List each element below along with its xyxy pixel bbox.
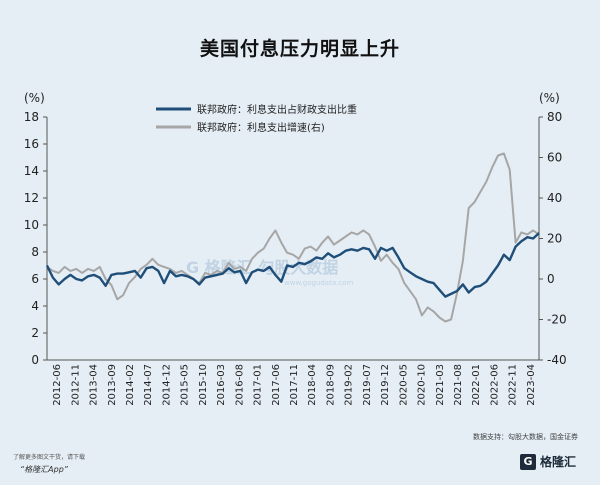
series-line-interest-share [45, 232, 540, 298]
right-axis-unit: (%) [539, 91, 560, 105]
right-tick-label: 40 [547, 191, 562, 205]
left-tick-label: 0 [31, 353, 39, 367]
x-tick-label: 2019-07 [362, 364, 373, 406]
x-tick-label: 2018-09 [325, 364, 336, 406]
watermark: G 格隆汇 勾股大数据 www.gogudata.com [186, 258, 353, 287]
x-tick-label: 2015-10 [198, 364, 209, 406]
brand-logo-icon: G [519, 453, 536, 470]
x-tick-label: 2017-06 [271, 364, 282, 406]
x-tick-label: 2019-02 [344, 364, 355, 406]
x-tick-label: 2013-04 [89, 364, 100, 406]
x-tick-label: 2014-02 [125, 364, 136, 406]
x-tick-label: 2017-11 [289, 364, 300, 406]
left-tick-label: 2 [31, 326, 39, 340]
x-tick-label: 2017-01 [253, 364, 264, 406]
left-tick-label: 12 [24, 191, 39, 205]
watermark-url: www.gogudata.com [284, 279, 353, 287]
right-tick-label: 20 [547, 232, 562, 246]
right-tick-label: 80 [547, 110, 562, 124]
source-note: 数据支持：勾股大数据，国金证券 [473, 433, 578, 441]
right-tick-label: 60 [547, 151, 562, 165]
x-tick-label: 2022-06 [489, 364, 500, 406]
x-tick-label: 2016-08 [234, 364, 245, 406]
left-axis-ticks: 0 2 4 6 8 10 12 14 16 18 [24, 110, 47, 367]
legend: 联邦政府：利息支出占财政支出比重 联邦政府：利息支出增速(右) [156, 103, 357, 134]
x-tick-label: 2019-12 [380, 364, 391, 406]
x-tick-label: 2012-11 [70, 364, 81, 406]
x-tick-label: 2020-10 [417, 364, 428, 406]
footer-app-name: “格隆汇App” [20, 465, 68, 474]
left-tick-label: 4 [31, 299, 39, 313]
left-tick-label: 16 [24, 137, 39, 151]
x-tick-label: 2021-03 [435, 364, 446, 406]
right-tick-label: -20 [547, 313, 567, 327]
x-tick-label: 2022-11 [508, 364, 519, 406]
left-tick-label: 6 [31, 272, 39, 286]
x-tick-label: 2021-08 [453, 364, 464, 406]
left-tick-label: 14 [24, 164, 39, 178]
x-tick-label: 2012-06 [52, 364, 63, 406]
right-axis-ticks: -40 -20 0 20 40 60 80 [539, 110, 567, 367]
x-tick-label: 2014-07 [143, 364, 154, 406]
series-layer [45, 152, 540, 323]
legend-label-growth: 联邦政府：利息支出增速(右) [197, 121, 325, 134]
x-tick-label: 2022-01 [471, 364, 482, 406]
brand-mark: G 格隆汇 [519, 453, 576, 470]
left-axis-unit: (%) [24, 91, 45, 105]
x-tick-label: 2014-12 [161, 364, 172, 406]
x-tick-label: 2023-04 [526, 364, 537, 406]
legend-label-share: 联邦政府：利息支出占财政支出比重 [197, 103, 357, 116]
x-axis-ticks: 2012-06 2012-11 2013-04 2013-09 2014-02 2014-… [52, 364, 537, 406]
right-tick-label: 0 [547, 272, 555, 286]
x-tick-label: 2018-04 [307, 364, 318, 406]
series-line-interest-growth [46, 152, 540, 323]
chart-title: 美国付息压力明显上升 [199, 38, 400, 60]
right-tick-label: -40 [547, 353, 567, 367]
footer-note: 了解更多图文干货，请下载 [13, 454, 86, 461]
left-tick-label: 18 [24, 110, 39, 124]
left-tick-label: 8 [31, 245, 39, 259]
x-tick-label: 2013-09 [107, 364, 118, 406]
brand-name: 格隆汇 [539, 455, 576, 469]
x-tick-label: 2020-05 [398, 364, 409, 406]
x-tick-label: 2015-05 [180, 364, 191, 406]
x-tick-label: 2016-03 [216, 364, 227, 406]
left-tick-label: 10 [24, 218, 39, 232]
